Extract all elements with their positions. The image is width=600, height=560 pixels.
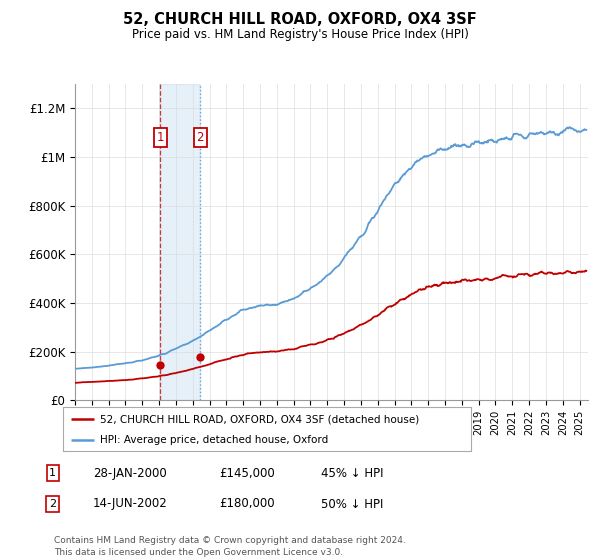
- Text: Contains HM Land Registry data © Crown copyright and database right 2024.
This d: Contains HM Land Registry data © Crown c…: [54, 536, 406, 557]
- Text: 2: 2: [49, 499, 56, 509]
- Text: 1: 1: [49, 468, 56, 478]
- Bar: [160, 84, 200, 400]
- Text: 50% ↓ HPI: 50% ↓ HPI: [321, 497, 383, 511]
- Text: HPI: Average price, detached house, Oxford: HPI: Average price, detached house, Oxfo…: [100, 435, 328, 445]
- Text: 1: 1: [157, 131, 164, 144]
- Text: 2: 2: [197, 131, 204, 144]
- Text: £145,000: £145,000: [219, 466, 275, 480]
- Text: 52, CHURCH HILL ROAD, OXFORD, OX4 3SF: 52, CHURCH HILL ROAD, OXFORD, OX4 3SF: [123, 12, 477, 27]
- Text: 52, CHURCH HILL ROAD, OXFORD, OX4 3SF (detached house): 52, CHURCH HILL ROAD, OXFORD, OX4 3SF (d…: [100, 414, 419, 424]
- Text: 45% ↓ HPI: 45% ↓ HPI: [321, 466, 383, 480]
- Text: £180,000: £180,000: [219, 497, 275, 511]
- Text: 14-JUN-2002: 14-JUN-2002: [93, 497, 168, 511]
- Text: 28-JAN-2000: 28-JAN-2000: [93, 466, 167, 480]
- Text: Price paid vs. HM Land Registry's House Price Index (HPI): Price paid vs. HM Land Registry's House …: [131, 28, 469, 41]
